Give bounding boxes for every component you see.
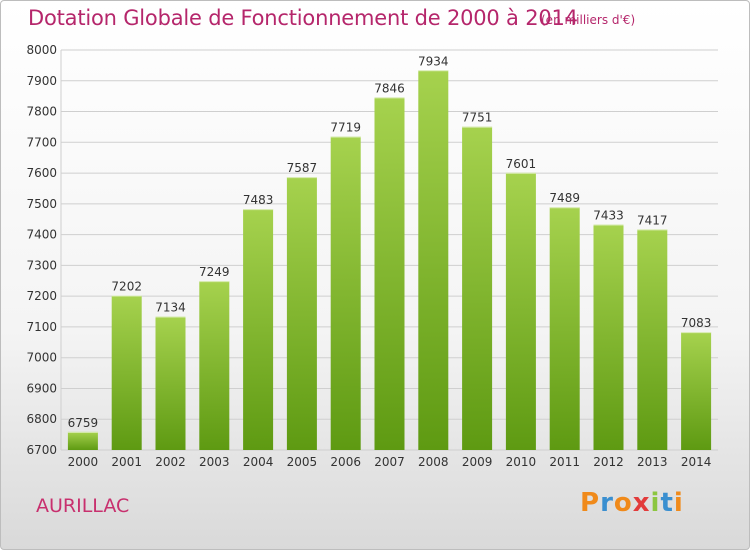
x-tick-label-2000: 2000 — [68, 455, 99, 469]
data-label-2002: 7134 — [155, 300, 186, 314]
x-tick-label-2005: 2005 — [287, 455, 318, 469]
x-tick-label-2007: 2007 — [374, 455, 405, 469]
bar-2014 — [681, 332, 712, 450]
data-label-2010: 7601 — [506, 157, 537, 171]
data-label-2014: 7083 — [681, 316, 712, 330]
x-tick-label-2012: 2012 — [593, 455, 624, 469]
logo-letter: o — [613, 488, 633, 518]
data-label-2009: 7751 — [462, 111, 493, 125]
y-tick-label: 7100 — [26, 320, 57, 334]
data-label-2004: 7483 — [243, 193, 274, 207]
y-tick-label: 7600 — [26, 166, 57, 180]
data-label-2003: 7249 — [199, 265, 230, 279]
y-tick-label: 6800 — [26, 412, 57, 426]
commune-name: AURILLAC — [36, 495, 130, 517]
x-tick-label-2014: 2014 — [681, 455, 712, 469]
bar-2004 — [243, 209, 274, 450]
data-labels: 6759 7202 7134 7249 7483 7587 7719 7846 7934 7751… — [68, 54, 712, 430]
y-tick-label: 6700 — [26, 443, 57, 457]
x-tick-label-2013: 2013 — [637, 455, 668, 469]
bar-2011 — [549, 207, 580, 450]
x-tick-label-2006: 2006 — [330, 455, 361, 469]
x-tick-label-2004: 2004 — [243, 455, 274, 469]
x-tick-label-2009: 2009 — [462, 455, 493, 469]
logo-letter: P — [580, 488, 601, 518]
data-label-2001: 7202 — [111, 280, 142, 294]
y-tick-label: 7200 — [26, 289, 57, 303]
bar-2005 — [286, 177, 317, 451]
data-label-2007: 7846 — [374, 81, 405, 95]
y-tick-label: 6900 — [26, 381, 57, 395]
data-label-2011: 7489 — [549, 191, 580, 205]
bar-2002 — [155, 316, 186, 450]
y-tick-label: 7500 — [26, 197, 57, 211]
logo-letter: r — [600, 488, 614, 518]
bar-2001 — [111, 295, 142, 450]
bar-2000 — [67, 431, 98, 450]
x-tick-label-2011: 2011 — [549, 455, 580, 469]
logo-letter: x — [632, 488, 651, 518]
y-tick-label: 7000 — [26, 351, 57, 365]
bar-2012 — [593, 224, 624, 450]
y-tick-label: 7300 — [26, 258, 57, 272]
logo-letter: i — [650, 488, 661, 518]
y-tick-label: 7700 — [26, 135, 57, 149]
bar-2003 — [199, 281, 230, 450]
bar-2009 — [462, 126, 493, 450]
chart-title: Dotation Globale de Fonctionnement de 20… — [28, 6, 578, 30]
bar-2007 — [374, 97, 405, 450]
data-label-2008: 7934 — [418, 54, 449, 68]
data-label-2013: 7417 — [637, 213, 668, 227]
bar-2008 — [418, 70, 449, 451]
proxiti-logo: Proxiti — [580, 488, 684, 518]
data-label-2012: 7433 — [593, 208, 624, 222]
y-tick-label: 7800 — [26, 105, 57, 119]
chart-subtitle: (en milliers d'€) — [541, 13, 636, 27]
x-tick-label-2008: 2008 — [418, 455, 449, 469]
x-axis: 2000 2001 2002 2003 2004 2005 2006 2007 2008 2009… — [68, 455, 712, 469]
y-tick-label: 7400 — [26, 228, 57, 242]
bar-2010 — [505, 172, 536, 450]
data-label-2000: 6759 — [68, 416, 99, 430]
y-tick-label: 8000 — [26, 43, 57, 57]
x-tick-label-2002: 2002 — [155, 455, 186, 469]
bars-group — [67, 70, 712, 451]
bar-2006 — [330, 136, 361, 450]
data-label-2005: 7587 — [287, 161, 318, 175]
x-tick-label-2001: 2001 — [111, 455, 142, 469]
y-tick-label: 7900 — [26, 74, 57, 88]
x-tick-label-2010: 2010 — [506, 455, 537, 469]
y-axis: 6700 6800 6900 7000 7100 7200 7300 7400 7500 7600… — [26, 43, 57, 457]
data-label-2006: 7719 — [330, 120, 361, 134]
logo-letter: i — [673, 488, 684, 518]
logo-letter: t — [660, 488, 674, 518]
x-tick-label-2003: 2003 — [199, 455, 230, 469]
bar-2013 — [637, 229, 668, 450]
